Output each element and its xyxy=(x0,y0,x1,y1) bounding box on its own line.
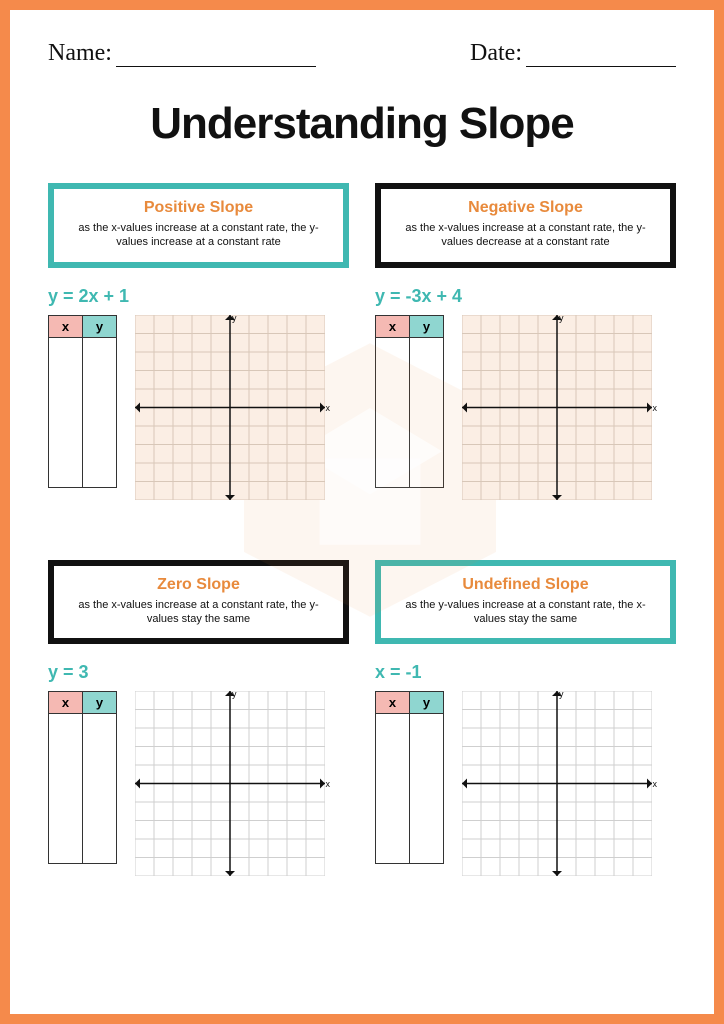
section-equation: y = -3x + 4 xyxy=(375,286,676,307)
section-banner: Undefined Slope as the y-values increase… xyxy=(375,560,676,645)
xy-table: x y xyxy=(375,315,444,488)
section-content: x y y x xyxy=(375,691,676,876)
y-column[interactable] xyxy=(83,337,117,487)
y-axis-label: y xyxy=(559,689,564,699)
x-header: x xyxy=(376,315,410,337)
section-title: Zero Slope xyxy=(66,576,331,594)
section-banner: Positive Slope as the x-values increase … xyxy=(48,183,349,268)
section-equation: y = 3 xyxy=(48,662,349,683)
x-column[interactable] xyxy=(49,714,83,864)
x-header: x xyxy=(49,692,83,714)
section-title: Undefined Slope xyxy=(393,576,658,594)
section-title: Negative Slope xyxy=(393,199,658,217)
name-field: Name: xyxy=(48,40,316,67)
date-field: Date: xyxy=(470,40,676,67)
y-header: y xyxy=(83,692,117,714)
x-column[interactable] xyxy=(376,337,410,487)
section: Zero Slope as the x-values increase at a… xyxy=(48,560,349,877)
sections-grid: Positive Slope as the x-values increase … xyxy=(48,183,676,876)
header-row: Name: Date: xyxy=(48,40,676,67)
coordinate-graph: y x xyxy=(462,691,652,876)
coordinate-graph: y x xyxy=(135,691,325,876)
coordinate-graph: y x xyxy=(135,315,325,500)
y-header: y xyxy=(410,315,444,337)
x-header: x xyxy=(49,315,83,337)
xy-table: x y xyxy=(48,315,117,488)
section-equation: y = 2x + 1 xyxy=(48,286,349,307)
section-desc: as the x-values increase at a constant r… xyxy=(66,598,331,627)
x-column[interactable] xyxy=(376,714,410,864)
section-equation: x = -1 xyxy=(375,662,676,683)
y-column[interactable] xyxy=(410,714,444,864)
section-content: x y y x xyxy=(48,691,349,876)
section-desc: as the x-values increase at a constant r… xyxy=(393,221,658,250)
y-axis-label: y xyxy=(232,689,237,699)
y-column[interactable] xyxy=(410,337,444,487)
section-title: Positive Slope xyxy=(66,199,331,217)
section: Undefined Slope as the y-values increase… xyxy=(375,560,676,877)
section-content: x y y x xyxy=(48,315,349,500)
section-desc: as the x-values increase at a constant r… xyxy=(66,221,331,250)
x-column[interactable] xyxy=(49,337,83,487)
section-banner: Zero Slope as the x-values increase at a… xyxy=(48,560,349,645)
x-header: x xyxy=(376,692,410,714)
y-axis-label: y xyxy=(232,313,237,323)
section-banner: Negative Slope as the x-values increase … xyxy=(375,183,676,268)
page-title: Understanding Slope xyxy=(48,99,676,149)
x-axis-label: x xyxy=(326,403,331,413)
date-label: Date: xyxy=(470,40,522,67)
section: Negative Slope as the x-values increase … xyxy=(375,183,676,500)
x-axis-label: x xyxy=(653,403,658,413)
y-axis-label: y xyxy=(559,313,564,323)
section: Positive Slope as the x-values increase … xyxy=(48,183,349,500)
xy-table: x y xyxy=(375,691,444,864)
y-column[interactable] xyxy=(83,714,117,864)
name-label: Name: xyxy=(48,40,112,67)
section-content: x y y x xyxy=(375,315,676,500)
name-input-line[interactable] xyxy=(116,47,316,67)
y-header: y xyxy=(83,315,117,337)
section-desc: as the y-values increase at a constant r… xyxy=(393,598,658,627)
xy-table: x y xyxy=(48,691,117,864)
y-header: y xyxy=(410,692,444,714)
coordinate-graph: y x xyxy=(462,315,652,500)
x-axis-label: x xyxy=(653,779,658,789)
x-axis-label: x xyxy=(326,779,331,789)
date-input-line[interactable] xyxy=(526,47,676,67)
